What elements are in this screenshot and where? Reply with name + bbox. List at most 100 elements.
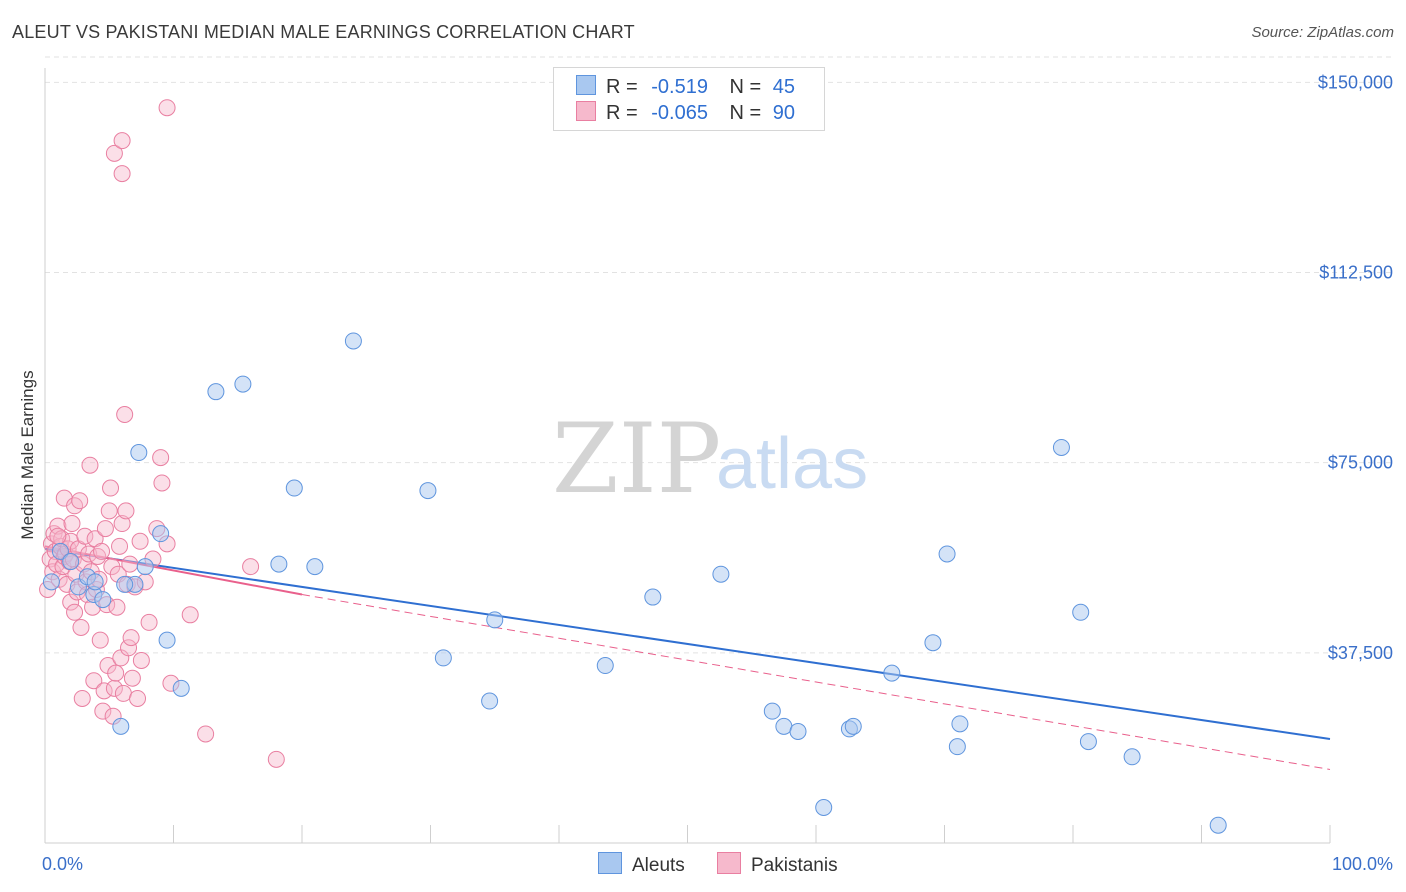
point-pakistanis [71,492,89,510]
point-pakistanis [113,165,131,183]
watermark-zip: ZIP [552,403,721,515]
point-pakistanis [95,682,113,700]
series-swatch-pakistanis [717,852,741,874]
point-aleuts [419,482,437,500]
point-pakistanis [105,144,123,162]
point-aleuts [596,657,614,675]
series-legend-pakistanis: Pakistanis [717,852,838,877]
point-pakistanis [107,664,125,682]
point-aleuts [815,799,833,817]
point-pakistanis [129,689,147,707]
watermark: ZIP atlas [552,403,868,515]
point-pakistanis [49,517,67,535]
legend-r-value: -0.065 [651,102,708,124]
point-aleuts [844,717,862,735]
point-aleuts [644,588,662,606]
legend-swatch-pakistanis [576,101,596,121]
point-aleuts [172,679,190,697]
correlation-legend: R = -0.519 N = 45 R = -0.065 N = 90 [553,67,825,131]
point-pakistanis [66,603,84,621]
point-pakistanis [63,515,81,533]
point-pakistanis [94,702,112,720]
point-pakistanis [73,689,91,707]
x-tick-label-min: 0.0% [42,854,83,874]
point-pakistanis [140,613,158,631]
legend-n-label: N = [729,76,762,98]
point-aleuts [344,332,362,350]
point-aleuts [234,375,252,393]
point-aleuts [270,555,288,573]
point-pakistanis [96,520,114,538]
point-pakistanis [132,651,150,669]
point-aleuts [42,573,60,591]
chart-title: ALEUT VS PAKISTANI MEDIAN MALE EARNINGS … [12,22,635,42]
legend-r-label: R = [606,76,638,98]
point-aleuts [481,692,499,710]
point-aleuts [883,664,901,682]
legend-n-value: 45 [772,76,796,98]
y-axis-title: Median Male Earnings [18,370,37,539]
tick-labels: $37,500 $75,000 $112,500 $150,000 0.0% 100.0% [42,72,1393,874]
point-pakistanis [123,669,141,687]
point-aleuts [116,575,134,593]
trend-line-aleuts [44,547,1331,741]
legend-n-label: N = [729,102,762,124]
legend-row-pakistanis: R = -0.065 N = 90 [576,101,795,127]
legend-n-value: 90 [772,102,796,124]
point-aleuts [86,573,104,591]
point-pakistanis [62,593,80,611]
point-pakistanis [93,542,111,560]
series-legend: Aleuts Pakistanis [0,852,1406,878]
point-pakistanis [158,99,176,117]
point-aleuts [94,591,112,609]
data-points [39,99,1227,834]
watermark-atlas: atlas [716,424,868,504]
point-pakistanis [116,406,134,424]
point-pakistanis [197,725,215,743]
point-aleuts [112,717,130,735]
point-pakistanis [122,629,140,647]
point-aleuts [763,702,781,720]
point-aleuts [789,722,807,740]
point-aleuts [486,611,504,629]
point-pakistanis [152,449,170,467]
point-pakistanis [267,750,285,768]
point-pakistanis [85,672,103,690]
point-aleuts [152,525,170,543]
legend-r-value: -0.519 [651,76,708,98]
point-aleuts [285,479,303,497]
point-aleuts [1052,438,1070,456]
axes [44,68,1331,844]
legend-r-label: R = [606,102,638,124]
point-aleuts [130,444,148,462]
y-tick-label: $150,000 [1318,72,1393,92]
point-aleuts [1209,816,1227,834]
legend-swatch-aleuts [576,75,596,95]
point-pakistanis [153,474,171,492]
point-pakistanis [72,618,90,636]
point-aleuts [775,717,793,735]
point-aleuts [712,565,730,583]
point-aleuts [434,649,452,667]
point-pakistanis [121,555,139,573]
series-label-pakistanis: Pakistanis [751,855,838,876]
trend-line-pakistanis [44,545,303,596]
point-pakistanis [114,684,132,702]
point-pakistanis [100,502,118,520]
point-aleuts [1123,748,1141,766]
y-tick-label: $112,500 [1319,263,1393,283]
point-pakistanis [113,515,131,533]
trend-lines [44,545,1331,770]
point-aleuts [938,545,956,563]
x-tick-label-max: 100.0% [1332,854,1393,874]
point-pakistanis [111,537,129,555]
point-aleuts [207,383,225,401]
point-aleuts [948,738,966,756]
point-pakistanis [117,502,135,520]
point-aleuts [951,715,969,733]
y-tick-label: $37,500 [1328,643,1393,663]
point-aleuts [62,553,80,571]
point-pakistanis [108,598,126,616]
point-pakistanis [113,132,131,150]
